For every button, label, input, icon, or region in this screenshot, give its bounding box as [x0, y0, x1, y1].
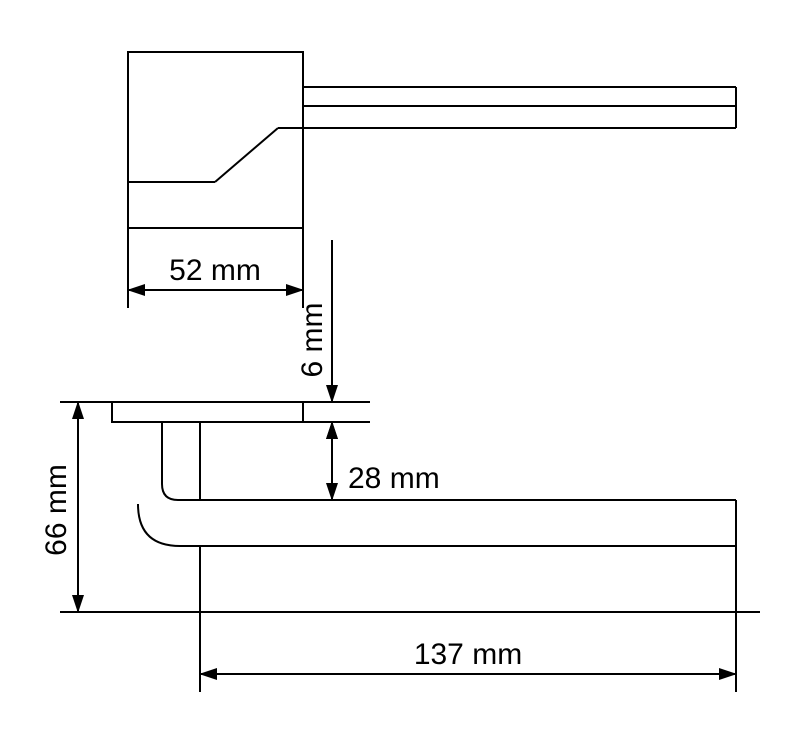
outer-corner [138, 504, 180, 546]
dim-label-28: 28 mm [348, 462, 440, 495]
dimension-28mm: 28 mm [303, 422, 440, 500]
dimension-137mm: 137 mm [200, 546, 736, 692]
dim-label-6: 6 mm [296, 303, 329, 378]
stem-corner-outer [162, 484, 178, 500]
technical-drawing: 52 mm 6 mm 66 m [0, 0, 789, 755]
plate-side [112, 402, 303, 422]
dim-label-52: 52 mm [169, 254, 261, 287]
rose-plate [128, 52, 303, 228]
top-view [128, 52, 736, 228]
dim-label-137: 137 mm [414, 638, 522, 671]
neck-chamfer [215, 128, 278, 182]
dim-label-66: 66 mm [40, 464, 73, 556]
dimension-66mm: 66 mm [40, 402, 760, 612]
dimension-52mm: 52 mm [128, 228, 303, 308]
